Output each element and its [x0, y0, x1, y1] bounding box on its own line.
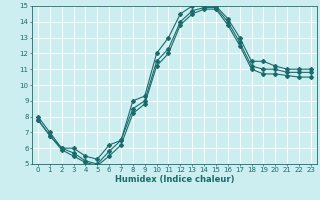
- X-axis label: Humidex (Indice chaleur): Humidex (Indice chaleur): [115, 175, 234, 184]
